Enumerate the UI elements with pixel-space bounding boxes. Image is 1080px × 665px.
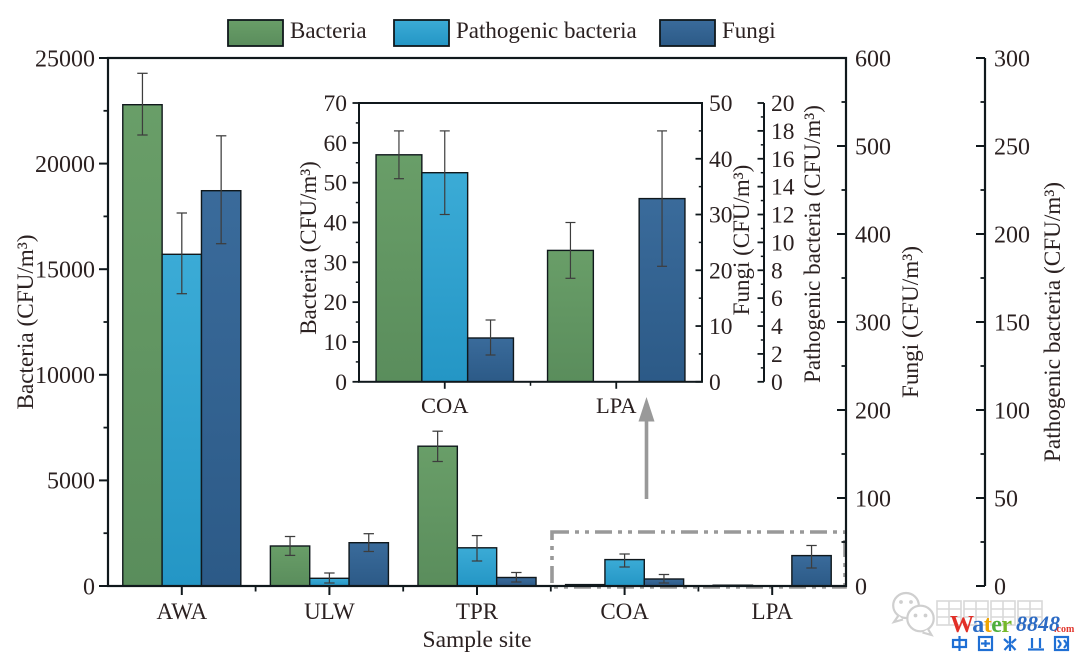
svg-text:20: 20: [771, 91, 795, 117]
svg-text:Fungi: Fungi: [722, 18, 776, 43]
svg-text:Pathogenic bacteria (CFU/m³): Pathogenic bacteria (CFU/m³): [1040, 182, 1066, 462]
svg-text:0: 0: [83, 574, 95, 600]
svg-text:16: 16: [771, 147, 795, 173]
svg-text:COA: COA: [600, 599, 649, 624]
svg-text:40: 40: [324, 210, 348, 236]
svg-text:14: 14: [771, 175, 795, 201]
svg-text:ULW: ULW: [304, 599, 355, 624]
svg-text:400: 400: [855, 222, 891, 248]
svg-text:30: 30: [709, 203, 733, 229]
svg-text:6: 6: [771, 286, 783, 312]
svg-text:25000: 25000: [35, 46, 95, 72]
svg-text:2: 2: [771, 342, 783, 368]
svg-text:4: 4: [771, 314, 783, 340]
svg-text:18: 18: [771, 119, 795, 145]
svg-text:100: 100: [994, 398, 1030, 424]
svg-text:20: 20: [324, 290, 348, 316]
svg-text:8848: 8848: [1016, 611, 1060, 636]
svg-text:Bacteria (CFU/m³): Bacteria (CFU/m³): [296, 161, 321, 335]
svg-text:40: 40: [709, 147, 733, 173]
svg-text:30: 30: [324, 250, 348, 276]
svg-text:600: 600: [855, 46, 891, 72]
svg-text:20000: 20000: [35, 152, 95, 178]
svg-text:50: 50: [994, 486, 1018, 512]
svg-text:LPA: LPA: [596, 393, 637, 418]
svg-text:300: 300: [994, 46, 1030, 72]
svg-text:300: 300: [855, 310, 891, 336]
svg-text:TPR: TPR: [456, 599, 499, 624]
svg-text:COA: COA: [421, 393, 469, 418]
svg-text:10: 10: [709, 314, 733, 340]
svg-text:5000: 5000: [47, 469, 95, 495]
svg-text:Pathogenic bacteria: Pathogenic bacteria: [456, 18, 637, 43]
svg-text:100: 100: [855, 486, 891, 512]
svg-text:200: 200: [994, 222, 1030, 248]
svg-text:200: 200: [855, 398, 891, 424]
svg-text:500: 500: [855, 134, 891, 160]
svg-text:250: 250: [994, 134, 1030, 160]
svg-text:Pathogenic bacteria (CFU/m³): Pathogenic bacteria (CFU/m³): [800, 105, 825, 383]
svg-text:0: 0: [855, 574, 867, 600]
svg-text:AWA: AWA: [157, 599, 208, 624]
svg-text:Fungi (CFU/m³): Fungi (CFU/m³): [898, 246, 924, 398]
svg-text:20: 20: [709, 258, 733, 284]
svg-text:10000: 10000: [35, 363, 95, 389]
svg-text:10: 10: [324, 330, 348, 356]
svg-text:LPA: LPA: [752, 599, 794, 624]
svg-text:10: 10: [771, 230, 795, 256]
svg-text:60: 60: [324, 131, 348, 157]
svg-text:12: 12: [771, 203, 795, 229]
svg-text:Sample site: Sample site: [423, 627, 532, 653]
svg-text:0: 0: [994, 574, 1006, 600]
svg-text:70: 70: [324, 91, 348, 117]
svg-text:15000: 15000: [35, 258, 95, 284]
svg-text:Bacteria: Bacteria: [290, 18, 367, 43]
svg-text:Bacteria (CFU/m³): Bacteria (CFU/m³): [13, 234, 39, 409]
svg-text:50: 50: [709, 91, 733, 117]
svg-text:Water: Water: [950, 612, 1012, 638]
svg-text:0: 0: [335, 370, 347, 396]
svg-text:.com: .com: [1054, 624, 1075, 635]
svg-text:0: 0: [709, 370, 721, 396]
svg-text:150: 150: [994, 310, 1030, 336]
svg-text:50: 50: [324, 171, 348, 197]
svg-text:8: 8: [771, 258, 783, 284]
svg-text:Fungi (CFU/m³): Fungi (CFU/m³): [729, 165, 754, 316]
svg-text:0: 0: [771, 370, 783, 396]
